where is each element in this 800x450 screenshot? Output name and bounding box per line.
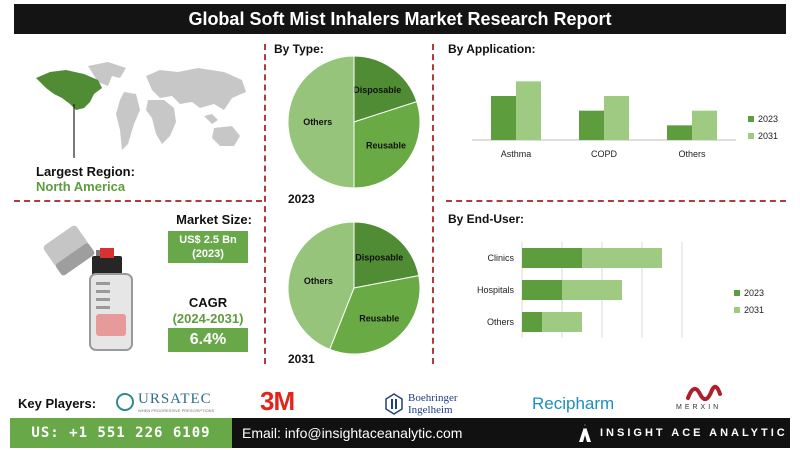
north-america-highlight [36,70,102,110]
application-bar-copd-2023 [579,110,604,140]
ursatec-logo-icon [116,393,134,411]
end-user-bar-others-2023 [522,312,542,332]
end-user-tick-clinics: Clinics [487,253,514,263]
pie-2023-slice-reusable [353,100,421,189]
merxin-logo-text: MERXIN [676,404,722,411]
cagr-period: (2024-2031) [172,311,244,326]
application-bar-others-2031 [692,110,717,140]
end-user-bar-clinics-2031 [582,248,662,268]
application-tick-asthma: Asthma [501,149,532,159]
cagr-value: 6.4% [168,328,248,352]
application-legend-2031: 2031 [758,131,778,141]
end-user-bar-hospitals-2023 [522,280,562,300]
three-m-logo: 3M [260,386,295,416]
ursatec-logo: URSATEC WHEN PROGRESSIVE PRESCRIPTIONS [116,390,226,416]
end-user-bar-hospitals-2031 [562,280,622,300]
pie-2031-label-others: Others [304,276,333,286]
footer-phone: US: +1 551 226 6109 [10,418,232,448]
largest-region-label: Largest Region: [36,164,135,179]
merxin-logo: MERXIN [676,384,736,414]
brand-logo-text: INSIGHT ACE ANALYTIC [600,427,788,439]
boehringer-logo-text-1: Boehringer [408,392,458,404]
end-user-legend-swatch-2023 [734,290,740,296]
pie-2023-label-disposable: Disposable [353,85,401,95]
market-size-label: Market Size: [176,212,252,227]
pie-2031-label-reusable: Reusable [359,314,399,324]
application-tick-others: Others [678,149,706,159]
market-size-year: (2023) [192,248,224,260]
footer-brand: INSIGHT ACE ANALYTIC [568,418,790,448]
application-legend-2023: 2023 [758,114,778,124]
key-players-label: Key Players: [18,396,97,411]
pie-2031-slice-others [287,221,355,351]
market-size-value: US$ 2.5 Bn [179,234,237,246]
boehringer-logo-text-2: Ingelheim [408,404,453,416]
end-user-legend-2031: 2031 [744,305,764,315]
ursatec-logo-text: URSATEC [138,391,212,407]
world-map [36,62,246,158]
pie-2031-slice-disposable [353,221,420,289]
end-user-tick-others: Others [487,317,515,327]
pie-2023-slice-others [287,55,355,189]
end-user-bar-clinics-2023 [522,248,582,268]
cagr-label: CAGR [188,295,228,310]
pie-2023-label-reusable: Reusable [366,140,406,150]
pie-2031-label-disposable: Disposable [355,252,403,262]
end-user-legend-2023: 2023 [744,288,764,298]
pie-2031-slice-reusable [329,275,421,355]
divider-left [264,44,266,364]
boehringer-logo-icon [385,393,403,415]
divider-right [432,44,434,364]
application-tick-copd: COPD [591,149,618,159]
by-application-title: By Application: [448,42,536,56]
end-user-bar-others-2031 [542,312,582,332]
by-type-title: By Type: [274,42,324,56]
application-bar-asthma-2031 [516,81,541,140]
inhaler-illustration [43,225,133,351]
application-legend-swatch-2023 [748,116,754,122]
merxin-logo-icon [686,384,722,402]
footer-email: Email: info@insightaceanalytic.com [232,418,568,448]
application-bar-others-2023 [667,125,692,140]
largest-region-value: North America [36,179,126,194]
brand-logo-icon [579,424,591,442]
boehringer-logo: Boehringer Ingelheim [384,392,474,418]
end-user-tick-hospitals: Hospitals [477,285,515,295]
end-user-bar-chart: Clinics Hospitals Others 2023 2031 [477,242,764,338]
by-end-user-title: By End-User: [448,212,525,226]
divider-right-horizontal [446,200,786,202]
application-bar-chart: Asthma COPD Others 2023 2031 [472,81,778,159]
pie-chart-2031: Disposable Reusable Others [287,221,421,355]
application-legend-swatch-2031 [748,133,754,139]
page-title: Global Soft Mist Inhalers Market Researc… [14,4,786,34]
market-size-box: US$ 2.5 Bn (2023) [168,231,248,263]
divider-left-horizontal [14,200,262,202]
application-bar-copd-2031 [604,96,629,140]
recipharm-logo: Recipharm [532,394,615,413]
pie-2023-label-others: Others [303,117,332,127]
end-user-legend-swatch-2031 [734,307,740,313]
application-bar-asthma-2023 [491,96,516,140]
pie-chart-2023: Disposable Reusable Others [287,55,421,189]
pie-2023-slice-disposable [353,55,418,123]
pie-2031-caption: 2031 [288,352,315,366]
ursatec-tagline: WHEN PROGRESSIVE PRESCRIPTIONS [138,408,215,413]
pie-2023-caption: 2023 [288,192,315,206]
